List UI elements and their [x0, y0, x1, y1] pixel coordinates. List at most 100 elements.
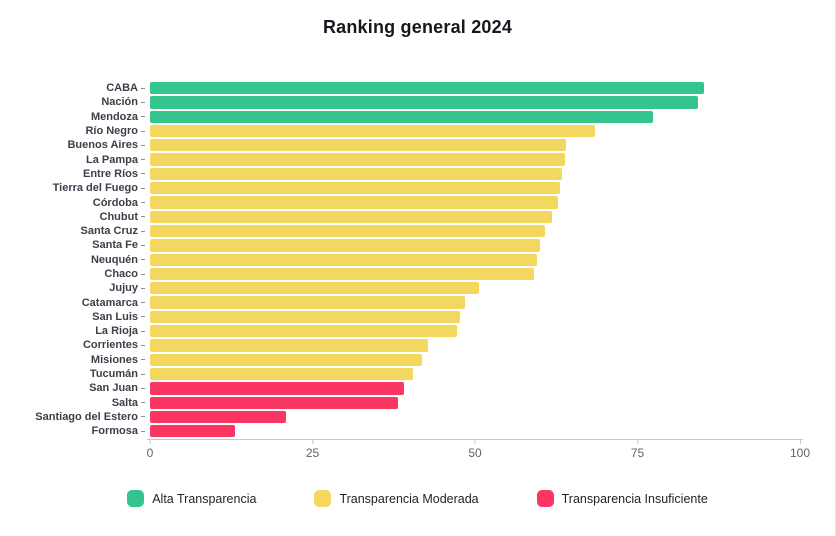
bar-rio-negro[interactable]	[150, 124, 595, 138]
x-tick-mark	[636, 440, 638, 444]
bar-neuquen[interactable]	[150, 253, 538, 266]
bar-san-luis[interactable]	[150, 310, 461, 324]
category-label-tucuman: Tucumán	[89, 368, 138, 381]
bar-formosa[interactable]	[150, 425, 235, 438]
bar-row: Tucumán	[0, 367, 810, 381]
bar-row: Chubut	[0, 210, 810, 224]
category-label-entre-rios: Entre Ríos	[82, 167, 138, 180]
bar-track	[150, 238, 800, 252]
category-tick	[141, 87, 145, 89]
bar-track	[150, 324, 800, 338]
bar-track	[150, 138, 800, 152]
bar-misiones[interactable]	[150, 353, 422, 366]
bar-track	[150, 281, 800, 295]
category-label-santa-cruz: Santa Cruz	[80, 225, 138, 238]
category-tick	[141, 402, 145, 404]
bar-rows: CABA Nación Mendoza Río Negro Buenos Aires La…	[0, 81, 810, 438]
bar-row: Jujuy	[0, 281, 810, 295]
category-label-misiones: Misiones	[90, 353, 138, 366]
bar-corrientes[interactable]	[150, 339, 428, 352]
category-label-corrientes: Corrientes	[82, 339, 138, 352]
bar-santiago-del-estero[interactable]	[150, 410, 286, 424]
category-tick	[141, 287, 145, 289]
legend-swatch-insuficiente	[536, 490, 554, 507]
bar-buenos-aires[interactable]	[150, 139, 566, 152]
x-tick-mark	[474, 440, 476, 444]
x-tick-75: 75	[631, 440, 644, 460]
bar-track	[150, 410, 800, 424]
bar-salta[interactable]	[150, 396, 398, 409]
category-label-cordoba: Córdoba	[92, 196, 138, 209]
bar-row: Córdoba	[0, 195, 810, 209]
category-tick	[141, 173, 145, 175]
category-label-san-luis: San Luis	[92, 310, 138, 323]
category-label-buenos-aires: Buenos Aires	[67, 139, 138, 152]
bar-track	[150, 310, 800, 324]
category-label-mendoza: Mendoza	[90, 110, 138, 123]
bar-catamarca[interactable]	[150, 296, 465, 309]
category-label-caba: CABA	[106, 82, 138, 95]
bar-track	[150, 253, 800, 267]
bar-row: Buenos Aires	[0, 138, 810, 152]
category-label-la-pampa: La Pampa	[86, 153, 138, 166]
bar-tucuman[interactable]	[150, 367, 413, 381]
bar-cordoba[interactable]	[150, 196, 558, 209]
x-tick-mark	[149, 440, 151, 444]
bar-row: Entre Ríos	[0, 167, 810, 181]
legend: Alta Transparencia Transparencia Moderada…	[0, 490, 835, 507]
bar-la-pampa[interactable]	[150, 153, 565, 166]
bar-row: San Juan	[0, 381, 810, 395]
bar-track	[150, 167, 800, 181]
bar-track	[150, 338, 800, 352]
bar-track	[150, 381, 800, 395]
bar-caba[interactable]	[150, 82, 704, 95]
x-tick-label: 50	[468, 446, 482, 460]
bar-row: Santa Cruz	[0, 224, 810, 238]
bar-track	[150, 152, 800, 166]
bar-row: Santa Fe	[0, 238, 810, 252]
legend-item-alta[interactable]: Alta Transparencia	[127, 490, 256, 507]
category-label-jujuy: Jujuy	[109, 282, 138, 295]
bar-mendoza[interactable]	[150, 110, 654, 123]
bar-row: Río Negro	[0, 124, 810, 138]
plot-area: CABA Nación Mendoza Río Negro Buenos Aires La…	[0, 81, 810, 438]
category-tick	[141, 116, 145, 118]
category-tick	[141, 101, 145, 103]
x-tick-label: 25	[305, 446, 320, 460]
legend-label: Transparencia Moderada	[339, 491, 479, 506]
x-tick-0: 0	[147, 440, 153, 460]
bar-row: Nación	[0, 95, 810, 109]
bar-tierra-del-fuego[interactable]	[150, 182, 561, 195]
category-tick	[141, 273, 145, 275]
category-label-salta: Salta	[111, 396, 138, 409]
category-tick	[141, 187, 145, 189]
bar-santa-fe[interactable]	[150, 239, 540, 252]
legend-item-moderada[interactable]: Transparencia Moderada	[314, 490, 479, 507]
x-tick-50: 50	[468, 440, 482, 460]
bar-santa-cruz[interactable]	[150, 224, 546, 238]
category-label-chubut: Chubut	[99, 210, 138, 223]
legend-swatch-moderada	[314, 490, 332, 507]
x-tick-25: 25	[306, 440, 319, 460]
bar-jujuy[interactable]	[150, 282, 479, 295]
bar-entre-rios[interactable]	[150, 167, 563, 181]
bar-row: Corrientes	[0, 338, 810, 352]
bar-nacion[interactable]	[150, 96, 698, 109]
category-tick	[141, 244, 145, 246]
bar-row: La Pampa	[0, 152, 810, 166]
bar-san-juan[interactable]	[150, 382, 404, 395]
legend-item-insuficiente[interactable]: Transparencia Insuficiente	[536, 490, 708, 507]
bar-track	[150, 181, 800, 195]
legend-swatch-alta	[127, 490, 145, 507]
bar-chubut[interactable]	[150, 210, 553, 223]
bar-la-rioja[interactable]	[150, 325, 458, 338]
category-tick	[141, 316, 145, 318]
x-tick-label: 75	[630, 446, 645, 460]
bar-track	[150, 224, 800, 238]
bar-chaco[interactable]	[150, 267, 534, 281]
bar-row: La Rioja	[0, 324, 810, 338]
x-tick-label: 100	[789, 446, 811, 460]
bar-track	[150, 367, 800, 381]
bar-row: Tierra del Fuego	[0, 181, 810, 195]
